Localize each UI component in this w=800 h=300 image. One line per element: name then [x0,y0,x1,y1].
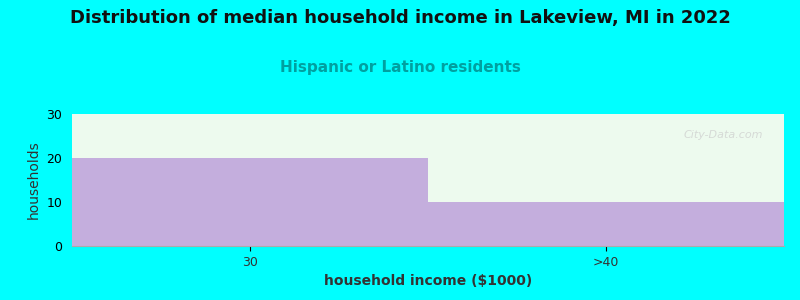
Text: City-Data.com: City-Data.com [683,130,762,140]
Text: Distribution of median household income in Lakeview, MI in 2022: Distribution of median household income … [70,9,730,27]
Y-axis label: households: households [27,141,41,219]
Text: Hispanic or Latino residents: Hispanic or Latino residents [279,60,521,75]
X-axis label: household income ($1000): household income ($1000) [324,274,532,288]
